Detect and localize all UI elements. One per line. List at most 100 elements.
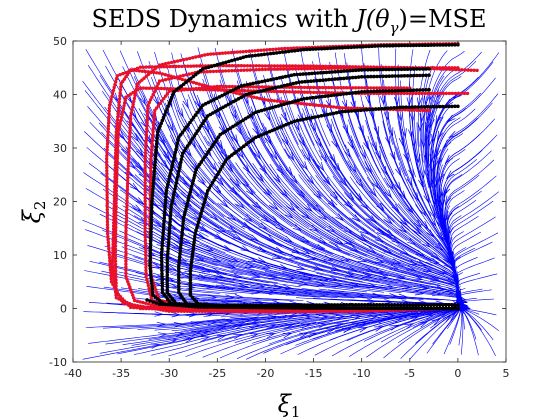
x-tick-label: -5	[404, 367, 415, 380]
reproduction-point	[176, 175, 180, 179]
demonstration-point	[106, 232, 109, 235]
demonstration-point	[108, 104, 111, 107]
reproduction-point	[245, 304, 249, 308]
reproduction-point	[281, 75, 285, 79]
demonstration-point	[234, 64, 237, 67]
demonstration-point	[314, 103, 317, 106]
demonstration-point	[105, 175, 108, 178]
reproduction-point	[179, 246, 183, 250]
demonstration-point	[149, 160, 152, 163]
demonstration-point	[258, 85, 261, 88]
demonstration-point	[144, 145, 147, 148]
demonstration-point	[154, 307, 157, 310]
reproduction-point	[171, 196, 175, 200]
demonstration-point	[145, 65, 148, 68]
reproduction-point	[167, 180, 171, 184]
reproduction-point	[150, 212, 154, 216]
demonstration-point	[105, 178, 108, 181]
reproduction-point	[409, 67, 413, 71]
reproduction-point	[360, 90, 364, 94]
reproduction-point	[415, 74, 419, 78]
demonstration-point	[150, 151, 153, 154]
demonstration-point	[454, 68, 457, 71]
demonstration-point	[109, 98, 112, 101]
demonstration-point	[351, 65, 354, 68]
reproduction-point	[391, 68, 395, 72]
reproduction-point	[173, 153, 177, 157]
demonstration-point	[144, 254, 147, 257]
demonstration-point	[151, 133, 154, 136]
demonstration-point	[111, 92, 114, 95]
demonstration-point	[198, 87, 201, 90]
reproduction-point	[305, 117, 309, 121]
demonstration-point	[145, 133, 148, 136]
demonstration-point	[155, 71, 158, 74]
demonstration-point	[252, 96, 255, 99]
demonstration-point	[145, 87, 148, 90]
reproduction-point	[308, 116, 312, 120]
demonstration-point	[209, 52, 212, 55]
demonstration-point	[245, 50, 248, 53]
demonstration-point	[224, 51, 227, 54]
demonstration-point	[327, 86, 330, 89]
reproduction-point	[149, 249, 153, 253]
demonstration-point	[239, 69, 242, 72]
demonstration-point	[330, 65, 333, 68]
demonstration-point	[252, 85, 255, 88]
reproduction-point	[256, 90, 260, 94]
demonstration-point	[336, 65, 339, 68]
demonstration-point	[114, 139, 117, 142]
demonstration-point	[107, 241, 110, 244]
reproduction-point	[148, 299, 152, 303]
demonstration-point	[112, 212, 115, 215]
demonstration-point	[129, 114, 132, 117]
reproduction-point	[341, 110, 345, 114]
reproduction-point	[369, 68, 373, 72]
demonstration-point	[108, 256, 111, 259]
demonstration-point	[118, 94, 121, 97]
demonstration-point	[111, 264, 114, 267]
reproduction-point	[160, 263, 164, 267]
demonstration-point	[294, 90, 297, 93]
demonstration-point	[133, 94, 136, 97]
demonstration-point	[124, 244, 127, 247]
reproduction-point	[254, 304, 258, 308]
reproduction-point	[299, 118, 303, 122]
reproduction-point	[450, 307, 454, 311]
demonstration-point	[153, 112, 156, 115]
demonstration-point	[144, 239, 147, 242]
demonstration-point	[160, 87, 163, 90]
demonstration-point	[262, 48, 265, 51]
demonstration-point	[258, 97, 261, 100]
demonstration-point	[114, 145, 117, 148]
reproduction-point	[381, 89, 385, 93]
demonstration-point	[188, 72, 191, 75]
demonstration-point	[144, 227, 147, 230]
demonstration-point	[332, 105, 335, 108]
reproduction-point	[230, 304, 234, 308]
reproduction-point	[404, 307, 408, 311]
demonstration-point	[126, 176, 129, 179]
demonstration-point	[277, 47, 280, 50]
demonstration-point	[127, 150, 130, 153]
demonstration-point	[171, 307, 174, 310]
reproduction-point	[265, 88, 269, 92]
reproduction-point	[164, 201, 168, 205]
demonstration-point	[116, 118, 119, 121]
demonstration-point	[111, 246, 114, 249]
demonstration-point	[246, 64, 249, 67]
demonstration-point	[315, 65, 318, 68]
reproduction-point	[424, 67, 428, 71]
y-tick-label: 40	[53, 89, 67, 102]
demonstration-point	[162, 65, 165, 68]
reproduction-point	[438, 105, 442, 109]
demonstration-point	[105, 172, 108, 175]
demonstration-point	[113, 176, 116, 179]
demonstration-point	[116, 112, 119, 115]
demonstration-point	[124, 272, 127, 275]
reproduction-point	[326, 113, 330, 117]
demonstration-point	[148, 65, 151, 68]
reproduction-point	[359, 109, 363, 113]
y-tick-labels: -1001020304050	[49, 35, 67, 369]
demonstration-point	[261, 64, 264, 67]
